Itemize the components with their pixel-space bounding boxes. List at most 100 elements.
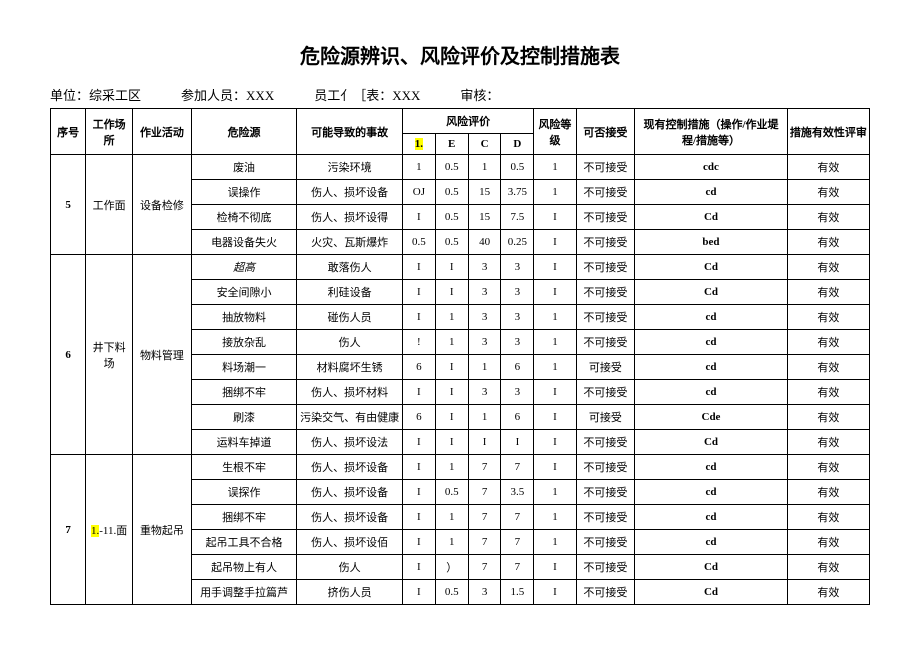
cell-accept: 不可接受 xyxy=(576,180,635,205)
cell-d: 7.5 xyxy=(501,205,534,230)
cell-control: Cd xyxy=(635,580,788,605)
cell-l: I xyxy=(402,505,435,530)
cell-effect: 有效 xyxy=(787,455,869,480)
cell-level: 1 xyxy=(534,305,576,330)
cell-effect: 有效 xyxy=(787,330,869,355)
cell-control: Cd xyxy=(635,255,788,280)
cell-e: 0.5 xyxy=(435,480,468,505)
cell-accept: 可接受 xyxy=(576,405,635,430)
cell-l: I xyxy=(402,430,435,455)
cell-accept: 不可接受 xyxy=(576,480,635,505)
cell-hazard: 用手调整手拉篇芦 xyxy=(191,580,297,605)
cell-seq: 5 xyxy=(51,155,86,255)
cell-effect: 有效 xyxy=(787,230,869,255)
cell-accept: 不可接受 xyxy=(576,280,635,305)
cell-l: I xyxy=(402,555,435,580)
cell-level: 1 xyxy=(534,330,576,355)
cell-level: I xyxy=(534,380,576,405)
cell-effect: 有效 xyxy=(787,380,869,405)
cell-l: I xyxy=(402,455,435,480)
cell-control: cd xyxy=(635,355,788,380)
cell-l: 1 xyxy=(402,155,435,180)
cell-d: 0.5 xyxy=(501,155,534,180)
cell-accept: 不可接受 xyxy=(576,455,635,480)
cell-accident: 利硅设备 xyxy=(297,280,403,305)
cell-d: 3 xyxy=(501,330,534,355)
cell-place: 井下料场 xyxy=(86,255,133,455)
cell-level: 1 xyxy=(534,155,576,180)
cell-control: cd xyxy=(635,530,788,555)
cell-d: 3 xyxy=(501,305,534,330)
cell-e: 0.5 xyxy=(435,205,468,230)
cell-accept: 不可接受 xyxy=(576,255,635,280)
cell-hazard: 误探作 xyxy=(191,480,297,505)
cell-activity: 重物起吊 xyxy=(133,455,192,605)
cell-effect: 有效 xyxy=(787,280,869,305)
risk-table: 序号 工作场所 作业活动 危险源 可能导致的事故 风险评价 风险等级 可否接受 … xyxy=(50,108,870,605)
cell-c: 3 xyxy=(468,255,501,280)
cell-control: cd xyxy=(635,505,788,530)
th-seq: 序号 xyxy=(51,109,86,155)
cell-c: 3 xyxy=(468,305,501,330)
cell-accident: 伤人 xyxy=(297,555,403,580)
cell-control: cd xyxy=(635,305,788,330)
cell-d: I xyxy=(501,430,534,455)
cell-accept: 不可接受 xyxy=(576,330,635,355)
header-row-1: 序号 工作场所 作业活动 危险源 可能导致的事故 风险评价 风险等级 可否接受 … xyxy=(51,109,870,134)
cell-control: Cd xyxy=(635,205,788,230)
cell-l: I xyxy=(402,380,435,405)
th-place: 工作场所 xyxy=(86,109,133,155)
cell-e: 0.5 xyxy=(435,155,468,180)
cell-hazard: 起吊工具不合格 xyxy=(191,530,297,555)
th-effect: 措施有效性评审 xyxy=(787,109,869,155)
cell-control: cd xyxy=(635,330,788,355)
cell-level: I xyxy=(534,205,576,230)
cell-c: 3 xyxy=(468,380,501,405)
cell-d: 7 xyxy=(501,455,534,480)
th-l: 1. xyxy=(402,134,435,155)
cell-c: 7 xyxy=(468,505,501,530)
th-hazard: 危险源 xyxy=(191,109,297,155)
cell-d: 3 xyxy=(501,280,534,305)
participants: 参加人员：XXX xyxy=(181,85,274,104)
header-line: 单位：综采工区 参加人员：XXX 员工亻［表：XXX 审核： xyxy=(50,85,870,104)
cell-e: 0.5 xyxy=(435,580,468,605)
cell-l: ! xyxy=(402,330,435,355)
cell-d: 7 xyxy=(501,530,534,555)
page-title: 危险源辨识、风险评价及控制措施表 xyxy=(50,40,870,69)
unit: 单位：综采工区 xyxy=(50,85,141,104)
table-row: 71.-11.面重物起吊生根不牢伤人、损坏设备I177I不可接受cd有效 xyxy=(51,455,870,480)
cell-place: 工作面 xyxy=(86,155,133,255)
cell-d: 0.25 xyxy=(501,230,534,255)
cell-c: 7 xyxy=(468,480,501,505)
cell-activity: 设备检修 xyxy=(133,155,192,255)
cell-effect: 有效 xyxy=(787,305,869,330)
cell-seq: 7 xyxy=(51,455,86,605)
cell-d: 7 xyxy=(501,555,534,580)
cell-e: I xyxy=(435,255,468,280)
cell-l: I xyxy=(402,530,435,555)
cell-effect: 有效 xyxy=(787,405,869,430)
th-e: E xyxy=(435,134,468,155)
cell-level: I xyxy=(534,405,576,430)
cell-c: 1 xyxy=(468,405,501,430)
cell-level: I xyxy=(534,280,576,305)
th-accident: 可能导致的事故 xyxy=(297,109,403,155)
cell-accept: 不可接受 xyxy=(576,155,635,180)
cell-level: I xyxy=(534,430,576,455)
cell-l: 6 xyxy=(402,405,435,430)
cell-e: 1 xyxy=(435,505,468,530)
cell-level: I xyxy=(534,255,576,280)
cell-control: cdc xyxy=(635,155,788,180)
table-row: 5工作面设备检修废油污染环境10.510.51不可接受cdc有效 xyxy=(51,155,870,180)
th-d: D xyxy=(501,134,534,155)
cell-d: 7 xyxy=(501,505,534,530)
cell-level: I xyxy=(534,230,576,255)
cell-hazard: 废油 xyxy=(191,155,297,180)
cell-effect: 有效 xyxy=(787,480,869,505)
cell-e: 0.5 xyxy=(435,180,468,205)
cell-level: 1 xyxy=(534,355,576,380)
cell-control: Cd xyxy=(635,430,788,455)
th-c: C xyxy=(468,134,501,155)
cell-hazard: 超高 xyxy=(191,255,297,280)
